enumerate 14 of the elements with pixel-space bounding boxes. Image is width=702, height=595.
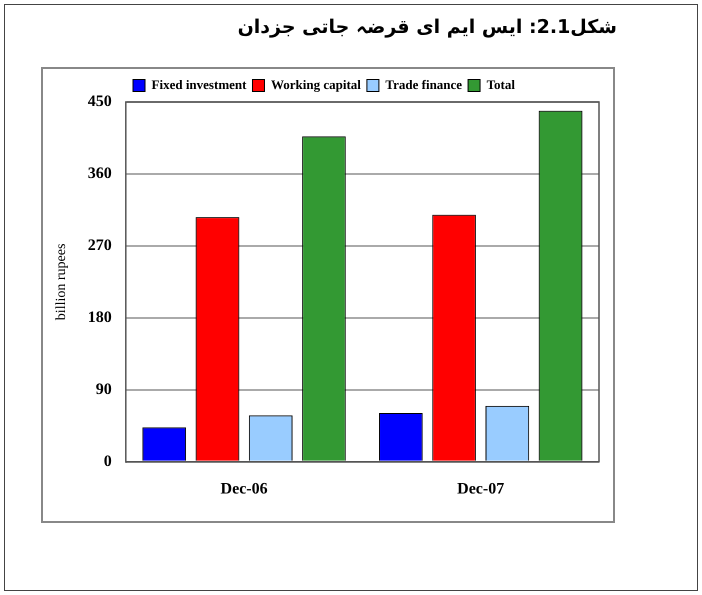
x-tick-label: Dec-06: [220, 480, 268, 498]
legend-label: Working capital: [270, 76, 362, 92]
y-axis-title: billion rupees: [54, 244, 70, 320]
y-tick-label: 0: [104, 452, 112, 470]
y-tick-label: 360: [88, 165, 112, 182]
chart-title: شکل2.1: ایس ایم ای قرضہ جاتی جزدان: [238, 15, 617, 38]
legend-label: Total: [486, 76, 516, 92]
y-tick-label: 450: [88, 93, 112, 110]
legend-label: Trade finance: [385, 76, 462, 92]
legend-label: Fixed investment: [152, 76, 248, 92]
x-tick-label: Dec-07: [457, 480, 504, 498]
y-tick-label: 90: [96, 380, 112, 398]
y-tick-label: 270: [88, 237, 112, 254]
y-tick-label: 180: [88, 309, 112, 326]
